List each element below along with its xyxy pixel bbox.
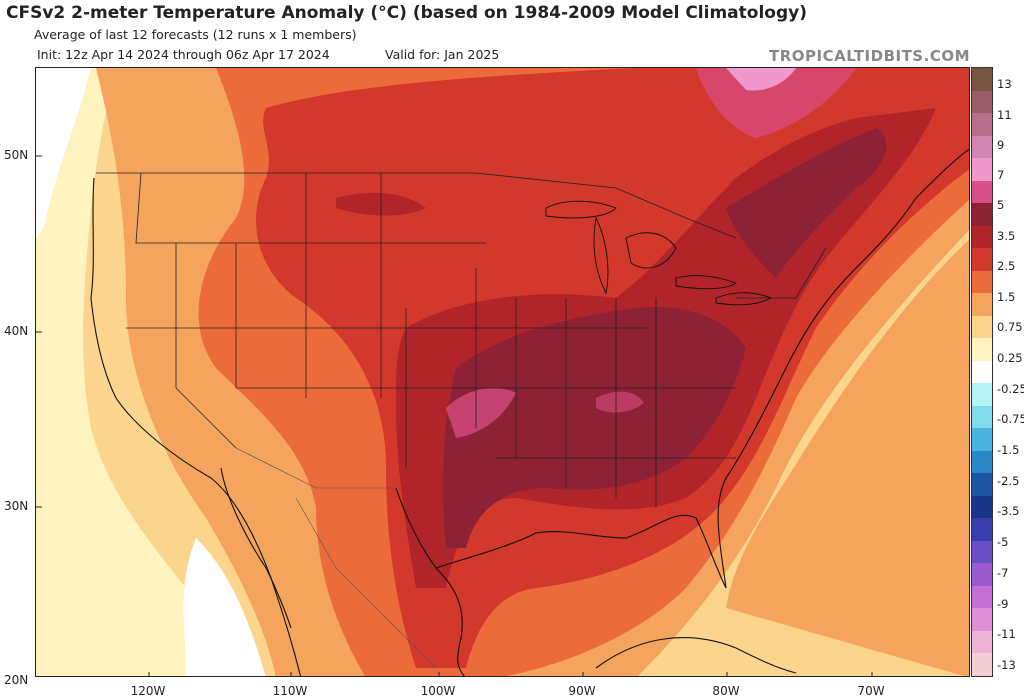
colorbar-cell [972,135,992,159]
lon-label-100w: 100W [420,684,456,698]
init-time: Init: 12z Apr 14 2024 through 06z Apr 17… [37,47,330,62]
colorbar [971,67,993,677]
anomaly-map-svg [36,68,969,676]
lat-label-50n: 50N [4,148,29,162]
colorbar-cell [972,225,992,249]
colorbar-cell [972,608,992,632]
pacific-light [36,68,245,676]
colorbar-cell [972,360,992,384]
colorbar-label: -0.25 [997,382,1024,396]
colorbar-cell [972,428,992,452]
lon-label-70w: 70W [857,684,885,698]
texas-max [446,388,516,438]
colorbar-label: 9 [997,138,1005,152]
colorbar-cell [972,563,992,587]
colorbar-label: -7 [997,566,1009,580]
colorbar-label: -1.5 [997,443,1020,457]
colorbar-cell [972,383,992,407]
canada-max [696,68,856,138]
colorbar-cell [972,518,992,542]
tennessee-max [596,391,644,413]
colorbar-label: -5 [997,535,1009,549]
canada-peak [726,68,796,91]
colorbar-label: 7 [997,168,1005,182]
colorbar-cell [972,540,992,564]
colorbar-cell [972,113,992,137]
colorbar-label: 1.5 [997,290,1016,304]
lat-label-40n: 40N [4,324,29,338]
axis-ticks [36,155,873,676]
pacific-white-south [183,538,266,676]
great-lakes [545,200,773,306]
colorbar-cell [972,630,992,654]
colorbar-label: -13 [997,658,1016,672]
map-subtitle: Average of last 12 forecasts (12 runs x … [34,27,357,42]
pacific-white-north [36,68,91,238]
colorbar-cell [972,90,992,114]
lon-label-90w: 90W [568,684,596,698]
colorbar-cell [972,315,992,339]
colorbar-label: 13 [997,77,1012,91]
colorbar-cell [972,270,992,294]
colorbar-cell [972,248,992,272]
lon-label-80w: 80W [712,684,740,698]
atlantic-band-15 [726,239,969,676]
colorbar-cell [972,293,992,317]
brand-watermark: TROPICALTIDBITS.COM [769,47,970,65]
colorbar-label: -3.5 [997,504,1020,518]
colorbar-label: 3.5 [997,229,1016,243]
mexico-borders [235,447,437,669]
colorbar-cell [972,203,992,227]
lon-label-120w: 120W [130,684,166,698]
colorbar-cell [972,68,992,91]
anomaly-map [35,67,970,677]
colorbar-cell [972,473,992,497]
lat-label-20n: 20N [4,673,29,687]
colorbar-cell [972,495,992,519]
colorbar-label: 2.5 [997,259,1016,273]
map-title: CFSv2 2-meter Temperature Anomaly (°C) (… [6,3,807,23]
coastlines [90,148,969,676]
valid-time: Valid for: Jan 2025 [385,47,500,62]
colorbar-label: -0.75 [997,412,1024,426]
colorbar-label: 5 [997,198,1005,212]
colorbar-cell [972,653,992,677]
colorbar-label: -9 [997,597,1009,611]
colorbar-cell [972,585,992,609]
lat-label-30n: 30N [4,499,29,513]
colorbar-cell [972,450,992,474]
colorbar-cell [972,158,992,182]
northeast-band-7 [726,128,887,278]
colorbar-label: 11 [997,108,1012,122]
state-borders [96,172,827,508]
core-band-7 [443,307,746,548]
colorbar-label: -11 [997,627,1016,641]
colorbar-cell [972,180,992,204]
colorbar-label: 0.25 [997,351,1023,365]
colorbar-label: 0.75 [997,320,1023,334]
colorbar-cell [972,338,992,362]
colorbar-cell [972,405,992,429]
colorbar-label: -2.5 [997,474,1020,488]
lon-label-110w: 110W [272,684,308,698]
